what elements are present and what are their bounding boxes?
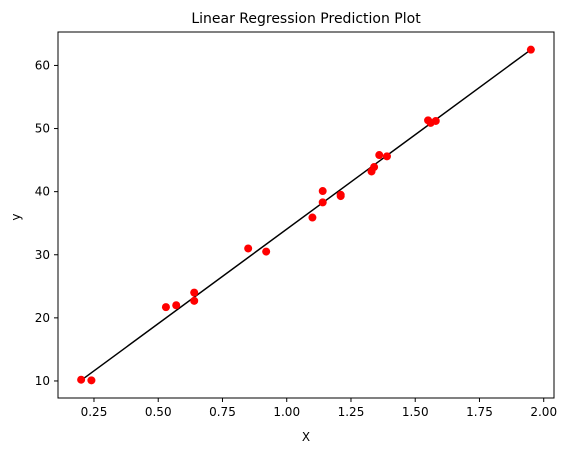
x-tick-label: 0.25 — [81, 405, 108, 419]
y-axis: 10 20 30 40 50 60 — [35, 58, 58, 388]
scatter-point — [431, 116, 440, 125]
y-tick-label: 50 — [35, 122, 50, 136]
scatter-point — [87, 376, 96, 385]
scatter-point — [318, 187, 327, 196]
scatter-point — [190, 288, 199, 297]
scatter-point — [308, 213, 317, 222]
x-axis: 0.25 0.50 0.75 1.00 1.25 1.50 1.75 2.00 — [81, 398, 557, 419]
scatter-point — [262, 247, 271, 256]
y-tick-label: 20 — [35, 311, 50, 325]
x-tick-label: 1.25 — [338, 405, 365, 419]
scatter-point — [244, 244, 253, 253]
scatter-point — [336, 192, 345, 201]
scatter-point — [375, 151, 384, 160]
scatter-point — [161, 303, 170, 312]
x-tick-label: 1.75 — [466, 405, 493, 419]
scatter-point — [77, 375, 86, 384]
scatter-point — [190, 296, 199, 305]
y-tick-label: 40 — [35, 185, 50, 199]
regression-line — [80, 49, 532, 381]
y-axis-label: y — [9, 213, 23, 220]
scatter-point — [172, 301, 181, 310]
y-tick-label: 30 — [35, 248, 50, 262]
x-axis-label: X — [302, 430, 310, 444]
x-tick-label: 1.00 — [273, 405, 300, 419]
y-tick-label: 60 — [35, 58, 50, 72]
scatter-point — [526, 45, 535, 54]
chart-title: Linear Regression Prediction Plot — [191, 11, 421, 27]
scatter-point — [370, 163, 379, 172]
x-tick-label: 1.50 — [402, 405, 429, 419]
scatter-point — [382, 152, 391, 161]
x-tick-label: 0.50 — [145, 405, 172, 419]
plot-area — [57, 31, 555, 399]
plot-frame — [57, 31, 555, 399]
x-tick-label: 0.75 — [209, 405, 236, 419]
x-tick-label: 2.00 — [530, 405, 557, 419]
y-tick-label: 10 — [35, 374, 50, 388]
scatter-point — [318, 198, 327, 207]
